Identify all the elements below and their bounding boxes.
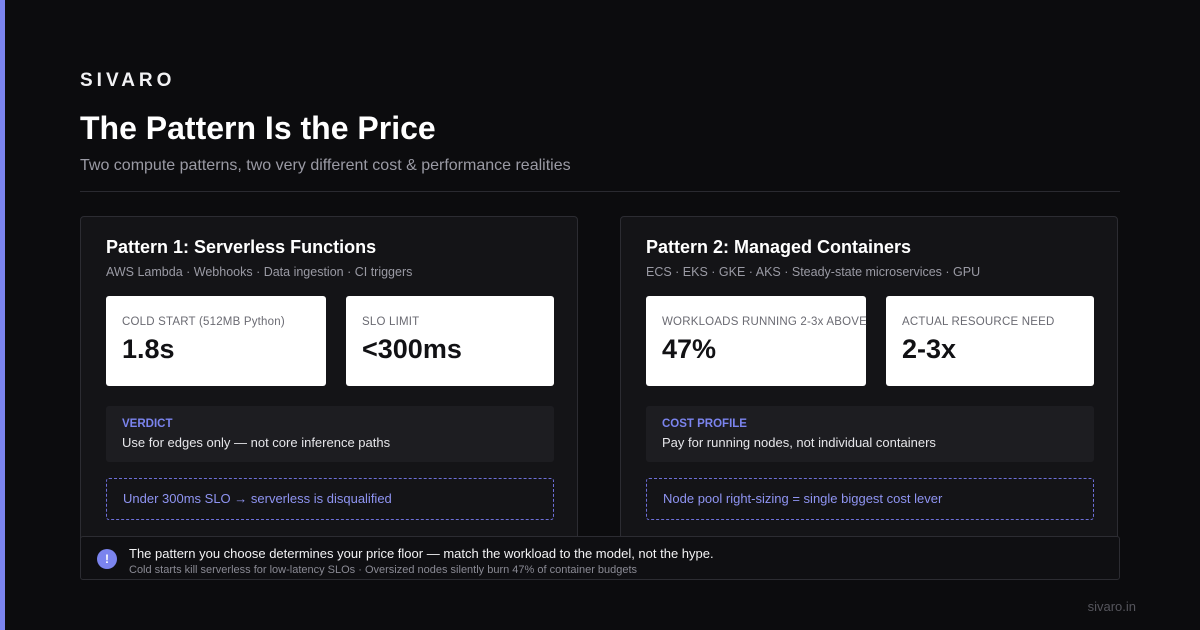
metric-actual-need: ACTUAL RESOURCE NEED 2-3x (886, 296, 1094, 386)
card-title: Pattern 2: Managed Containers (646, 237, 912, 257)
metric-value: 2-3x (902, 334, 957, 364)
note-text: Pay for running nodes, not individual co… (662, 435, 936, 450)
card-title: Pattern 1: Serverless Functions (106, 237, 377, 257)
header-divider (80, 191, 1120, 192)
callout-box: Node pool right-sizing = single biggest … (646, 478, 1094, 520)
metric-label: COLD START (512MB Python) (122, 316, 285, 328)
note-label: COST PROFILE (662, 418, 747, 430)
page-subtitle: Two compute patterns, two very different… (80, 157, 571, 174)
card-tags: AWS Lambda · Webhooks · Data ingestion ·… (106, 265, 413, 279)
pattern-card-serverless: Pattern 1: Serverless Functions AWS Lamb… (80, 216, 578, 556)
metric-slo-limit: SLO LIMIT <300ms (346, 296, 554, 386)
metric-value: <300ms (362, 334, 462, 364)
note-text: Use for edges only — not core inference … (122, 435, 391, 450)
metric-value: 47% (662, 334, 717, 364)
pattern-card-containers: Pattern 2: Managed Containers ECS · EKS … (620, 216, 1118, 556)
card-tags: ECS · EKS · GKE · AKS · Steady-state mic… (646, 265, 981, 279)
accent-bar (0, 0, 5, 630)
banner-main-text: The pattern you choose determines your p… (129, 546, 714, 561)
footer-url: sivaro.in (1087, 599, 1136, 614)
metric-workloads-above: WORKLOADS RUNNING 2-3x ABOVE 47% (646, 296, 867, 386)
info-icon: ! (97, 549, 117, 569)
metric-label: ACTUAL RESOURCE NEED (902, 316, 1055, 328)
metric-cold-start: COLD START (512MB Python) 1.8s (106, 296, 326, 386)
metric-label: SLO LIMIT (362, 316, 420, 328)
cost-profile-note: COST PROFILE Pay for running nodes, not … (646, 406, 1094, 462)
metric-label: WORKLOADS RUNNING 2-3x ABOVE (662, 316, 867, 328)
page-title: The Pattern Is the Price (80, 110, 436, 146)
verdict-note: VERDICT Use for edges only — not core in… (106, 406, 554, 462)
callout-box: Under 300ms SLO → serverless is disquali… (106, 478, 554, 520)
metric-value: 1.8s (122, 334, 175, 364)
brand-logo: SIVARO (80, 70, 176, 91)
note-label: VERDICT (122, 418, 173, 430)
banner-sub-text: Cold starts kill serverless for low-late… (129, 564, 638, 576)
summary-banner: ! The pattern you choose determines your… (80, 536, 1120, 580)
